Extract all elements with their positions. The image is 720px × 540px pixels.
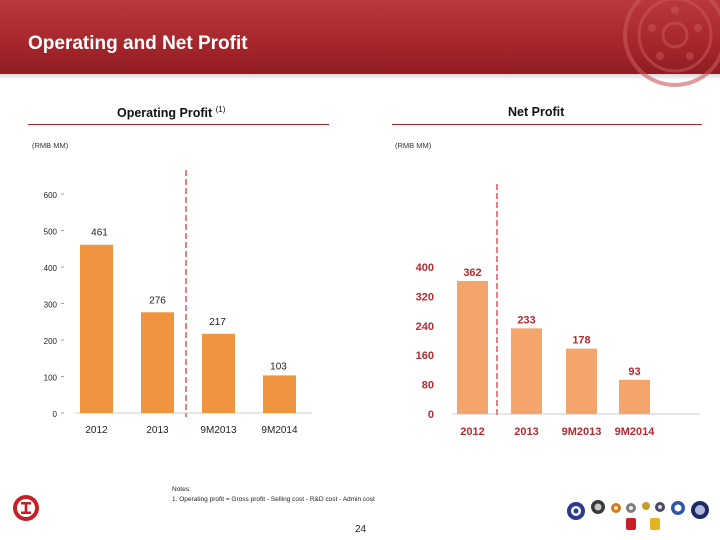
header-bar bbox=[0, 0, 720, 74]
operating-profit-title-note: (1) bbox=[215, 105, 226, 114]
product-wheels-icon bbox=[567, 500, 709, 530]
operating-profit-category-label: 2012 bbox=[85, 425, 108, 436]
operating-profit-ytick-label: 100 bbox=[44, 374, 58, 383]
operating-profit-title: Operating Profit (1) bbox=[117, 105, 225, 120]
wheel-watermark-icon bbox=[623, 0, 720, 87]
net-profit-ytick-label: 160 bbox=[416, 350, 434, 362]
operating-profit-ytick-label: 400 bbox=[44, 264, 58, 273]
operating-profit-ytick-label: 200 bbox=[44, 337, 58, 346]
header-shadow bbox=[0, 74, 720, 80]
notes: Notes: 1. Operating profit = Gross profi… bbox=[172, 485, 375, 505]
net-profit-ytick-label: 400 bbox=[416, 262, 434, 274]
net-profit-value-label: 362 bbox=[463, 267, 481, 279]
net-profit-ytick-label: 0 bbox=[428, 409, 434, 421]
net-profit-ytick-label: 320 bbox=[416, 291, 434, 303]
operating-profit-ytick-label: 500 bbox=[44, 228, 58, 237]
page-number: 24 bbox=[355, 524, 367, 535]
operating-profit-value-label: 276 bbox=[149, 295, 166, 306]
net-profit-bar bbox=[511, 328, 542, 414]
net-profit-ytick-label: 80 bbox=[422, 380, 434, 392]
net-profit-title-rule bbox=[392, 124, 702, 125]
operating-profit-title-rule bbox=[28, 124, 329, 125]
slide-title: Operating and Net Profit bbox=[28, 33, 248, 54]
operating-profit-category-label: 9M2013 bbox=[200, 425, 237, 436]
net-profit-value-label: 93 bbox=[628, 366, 640, 378]
operating-profit-ytick-label: 0 bbox=[53, 410, 58, 419]
net-profit-category-label: 9M2014 bbox=[615, 426, 656, 438]
net-profit-bar bbox=[619, 379, 650, 414]
net-profit-unit: (RMB MM) bbox=[395, 141, 432, 150]
operating-profit-value-label: 217 bbox=[209, 317, 226, 328]
note-1: 1. Operating profit = Gross profit - Sel… bbox=[172, 496, 375, 503]
net-profit-bar bbox=[457, 280, 488, 414]
operating-profit-category-label: 2013 bbox=[146, 425, 169, 436]
net-profit-value-label: 233 bbox=[517, 314, 535, 326]
operating-profit-ytick-label: 300 bbox=[44, 301, 58, 310]
operating-profit-bar bbox=[202, 333, 235, 413]
operating-profit-ytick-label: 600 bbox=[44, 191, 58, 200]
operating-profit-category-label: 9M2014 bbox=[261, 425, 298, 436]
operating-profit-bar bbox=[80, 244, 113, 413]
net-profit-bar bbox=[566, 348, 597, 414]
operating-profit-value-label: 103 bbox=[270, 361, 287, 372]
net-profit-title: Net Profit bbox=[508, 105, 565, 119]
net-profit-category-label: 2012 bbox=[460, 426, 484, 438]
operating-profit-value-label: 461 bbox=[91, 228, 108, 239]
logo-icon bbox=[13, 495, 39, 521]
operating-profit-unit: (RMB MM) bbox=[32, 141, 69, 150]
net-profit-value-label: 178 bbox=[572, 335, 590, 347]
operating-profit-bar bbox=[263, 375, 296, 413]
net-profit-category-label: 9M2013 bbox=[562, 426, 602, 438]
operating-profit-title-text: Operating Profit bbox=[117, 106, 213, 121]
net-profit-category-label: 2013 bbox=[514, 426, 538, 438]
notes-heading: Notes: bbox=[172, 486, 191, 493]
net-profit-ytick-label: 240 bbox=[416, 321, 434, 333]
operating-profit-bar bbox=[141, 312, 174, 413]
